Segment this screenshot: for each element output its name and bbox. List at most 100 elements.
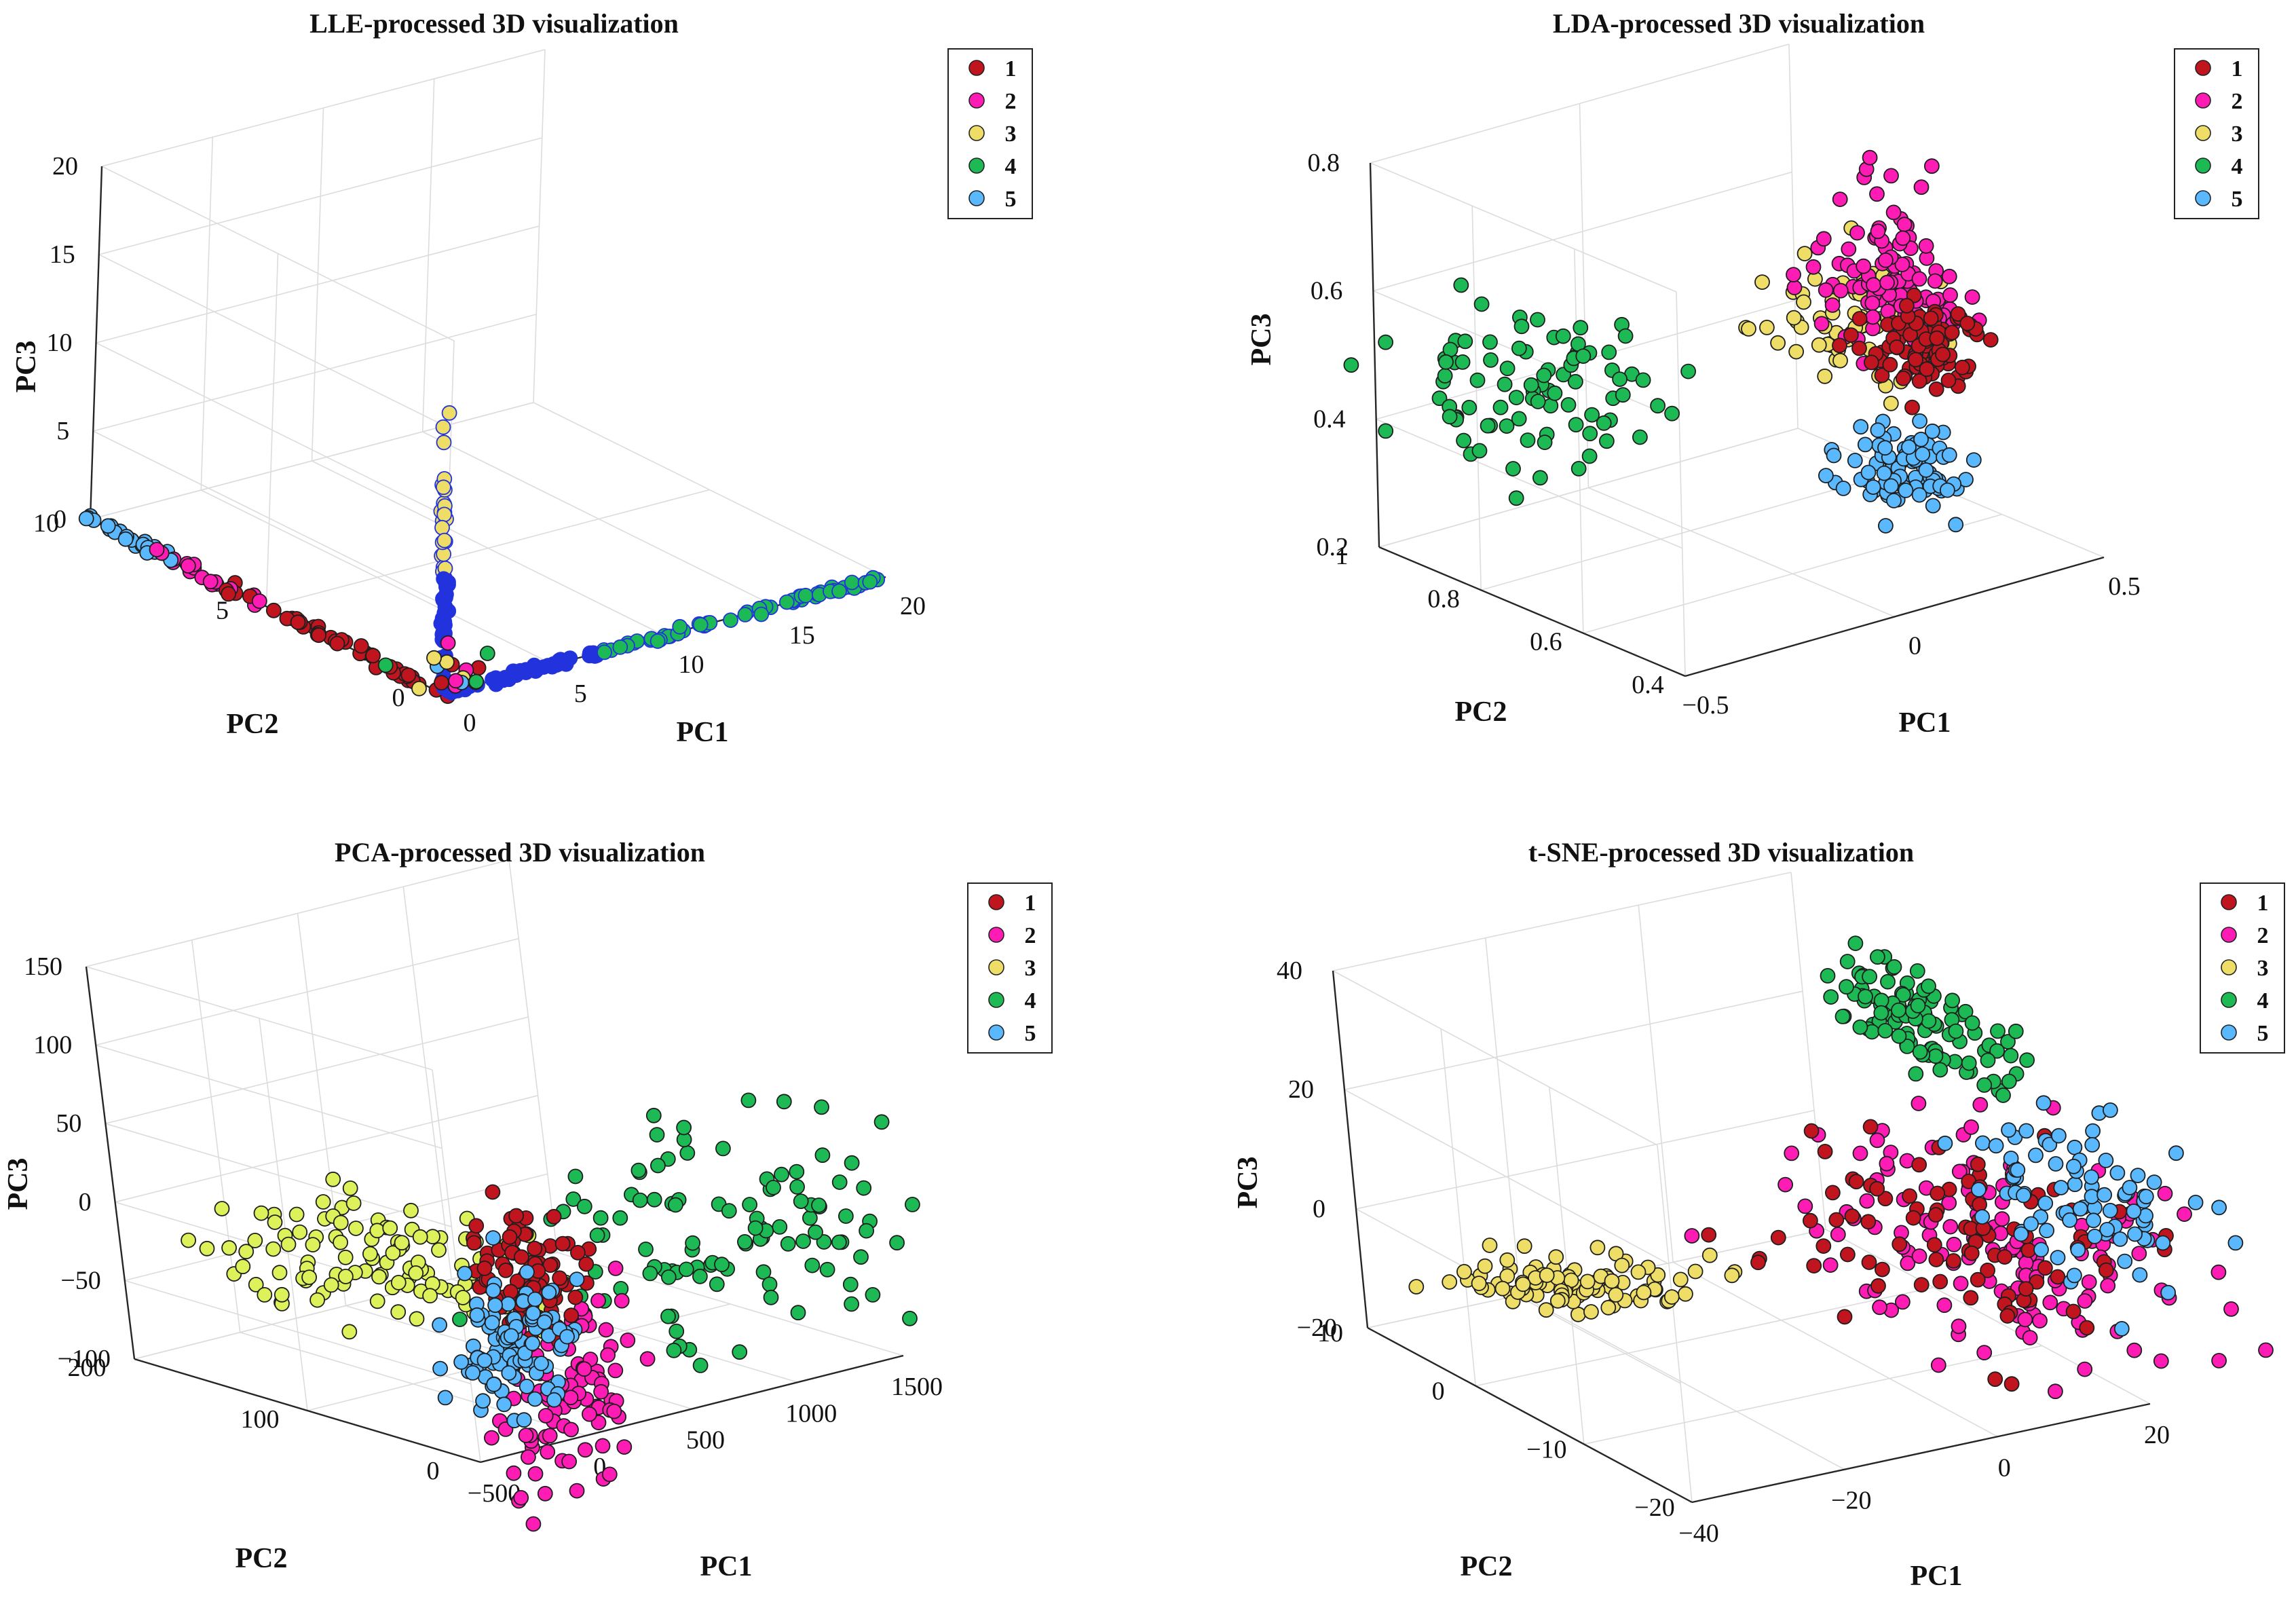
scatter-point (1870, 1278, 1886, 1294)
scatter-point (500, 1296, 516, 1312)
scatter-point (1864, 295, 1881, 312)
chart-title: LLE-processed 3D visualization (309, 8, 679, 39)
x-tick-label: 0 (464, 709, 476, 737)
scatter-point (1770, 335, 1786, 351)
scatter-point (1876, 465, 1892, 481)
scatter-point (265, 1241, 282, 1257)
scatter-point (844, 1296, 859, 1312)
x-axis-label: PC1 (1911, 1561, 1963, 1592)
scatter-point (1870, 223, 1886, 240)
scatter-point (1828, 1212, 1845, 1228)
scatter-point (1453, 277, 1469, 293)
legend-marker (988, 894, 1004, 910)
scatter-point (1865, 309, 1881, 325)
scatter-point (1861, 1254, 1877, 1270)
scatter-point (2023, 1216, 2039, 1232)
z-axis-label: PC3 (11, 341, 42, 393)
scatter-point (1953, 1276, 1969, 1292)
scatter-point (737, 607, 753, 622)
scatter-point (337, 1249, 354, 1265)
scatter-point (1701, 1227, 1717, 1243)
scatter-point (408, 1265, 424, 1281)
scatter-point (1856, 258, 1872, 274)
legend-label: 4 (1005, 154, 1017, 179)
scatter-point (1461, 400, 1478, 415)
scatter-point (1851, 340, 1867, 356)
z-tick-label: 0.8 (1308, 149, 1340, 177)
scatter-point (1549, 1292, 1566, 1309)
scatter-point (100, 518, 116, 534)
scatter-point (452, 1311, 468, 1327)
scatter-point (1930, 1357, 1946, 1373)
chart-title: LDA-processed 3D visualization (1553, 8, 1925, 39)
scatter-point (1923, 310, 1939, 327)
scatter-point (1895, 987, 1911, 1003)
scatter-point (1843, 327, 1859, 343)
scatter-point (1497, 376, 1513, 392)
scatter-point (527, 1391, 543, 1407)
scatter-point (1832, 282, 1849, 299)
scatter-point (831, 1174, 848, 1190)
scatter-point (607, 1261, 624, 1276)
scatter-point (569, 1483, 585, 1499)
legend-marker (968, 125, 985, 141)
scatter-point (1480, 417, 1496, 434)
scatter-point (1601, 344, 1617, 360)
scatter-point (2098, 1153, 2114, 1168)
scatter-point (679, 1145, 696, 1161)
scatter-point (1942, 287, 1958, 303)
scatter-point (1883, 395, 1899, 411)
scatter-point (859, 1223, 874, 1239)
scatter-point (1908, 352, 1923, 368)
scatter-point (1946, 1236, 1962, 1252)
scatter-point (590, 1292, 606, 1309)
scatter-point (1957, 1003, 1974, 1020)
scatter-point (1824, 297, 1841, 313)
scatter-point (2223, 1301, 2239, 1317)
x-tick-label: 5 (574, 680, 587, 708)
scatter-point (2086, 1212, 2101, 1229)
x-tick-label: 10 (679, 650, 704, 679)
scatter-point (315, 1194, 331, 1210)
scatter-point (650, 633, 666, 649)
z-tick-label: −20 (1297, 1314, 1337, 1342)
scatter-point (1869, 1180, 1885, 1197)
legend-marker (2221, 1024, 2237, 1041)
scatter-point (1741, 320, 1756, 337)
scatter-point (1378, 334, 1394, 350)
scatter-point (1596, 415, 1612, 431)
scatter-point (639, 1351, 656, 1367)
scatter-point (1777, 1176, 1793, 1193)
scatter-point (1895, 230, 1911, 246)
scatter-point (1505, 461, 1521, 477)
chart-tsne: t-SNE-processed 3D visualization 1 2 3 4 5 −… (1148, 800, 2296, 1600)
scatter-point (382, 1220, 398, 1236)
scatter-point (542, 1428, 558, 1444)
scatter-point (853, 1249, 869, 1265)
scatter-point (1918, 238, 1934, 254)
scatter-point (149, 542, 165, 557)
scatter-point (1904, 399, 1920, 415)
scatter-point (508, 1208, 524, 1224)
scatter-point (2067, 1176, 2083, 1193)
z-tick-label: 0.2 (1317, 533, 1349, 561)
scatter-point (811, 1197, 827, 1213)
legend-marker (988, 927, 1004, 943)
scatter-point (645, 1107, 662, 1123)
scatter-point (1928, 381, 1944, 397)
scatter-point (2103, 1102, 2118, 1118)
scatter-point (2081, 1274, 2097, 1290)
scatter-point (772, 1219, 788, 1235)
scatter-point (437, 1390, 453, 1406)
scatter-point (642, 1265, 658, 1282)
scatter-point (552, 1270, 567, 1286)
scatter-point (660, 1269, 677, 1285)
scatter-point (802, 1210, 818, 1226)
scatter-point (632, 1192, 648, 1208)
legend-label: 3 (2232, 122, 2243, 147)
scatter-point (1911, 1248, 1927, 1264)
legend-marker (2195, 125, 2211, 141)
scatter-point (1870, 949, 1885, 965)
scatter-point (536, 1314, 552, 1331)
scatter-point (1701, 1247, 1718, 1263)
